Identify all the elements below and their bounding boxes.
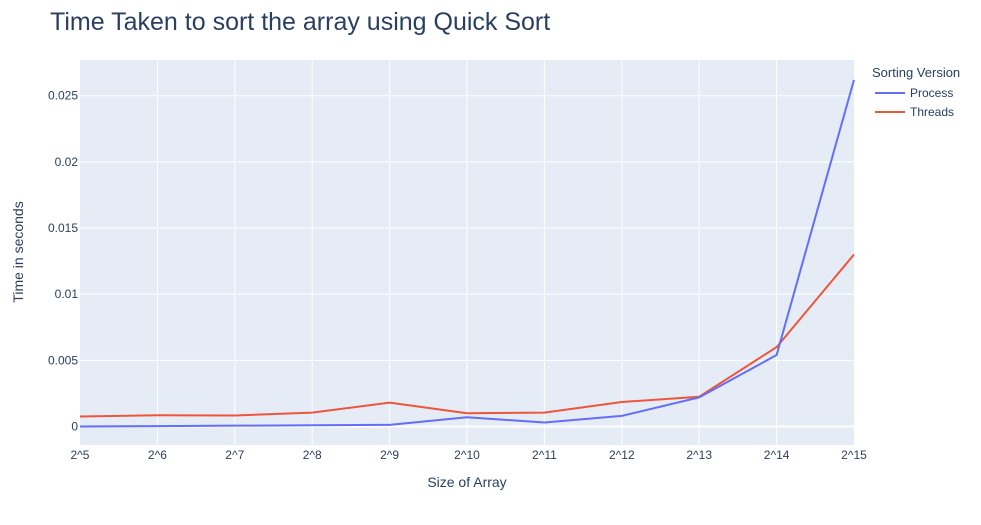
y-tick-label: 0.015 (48, 221, 78, 235)
x-tick-label: 2^15 (841, 448, 867, 462)
y-tick-labels: 0 0.005 0.01 0.015 0.02 0.025 (48, 89, 78, 434)
series-line-process (79, 79, 855, 428)
x-tick-label: 2^14 (764, 448, 790, 462)
legend-label-process: Process (910, 86, 953, 100)
x-tick-label: 2^7 (225, 448, 244, 462)
y-tick-label: 0 (71, 419, 78, 433)
series-line-threads (79, 253, 855, 418)
x-tick-label: 2^8 (303, 448, 322, 462)
x-tick-label: 2^13 (686, 448, 712, 462)
x-tick-label: 2^10 (454, 448, 480, 462)
x-tick-labels: 2^5 2^6 2^7 2^8 2^9 2^10 2^11 2^12 2^13 2^14 2^15 (71, 448, 868, 462)
x-tick-label: 2^11 (532, 448, 557, 462)
chart-title: Time Taken to sort the array using Quick… (50, 8, 550, 36)
x-gridlines (156, 60, 778, 445)
series-lines (79, 79, 855, 428)
x-tick-label: 2^9 (380, 448, 399, 462)
y-tick-label: 0.01 (55, 287, 79, 301)
legend: Sorting Version Process Threads (872, 65, 960, 119)
x-tick-label: 2^12 (609, 448, 635, 462)
y-tick-label: 0.005 (48, 353, 78, 367)
x-axis-title: Size of Array (427, 474, 506, 490)
legend-label-threads: Threads (910, 105, 954, 119)
x-tick-label: 2^6 (148, 448, 167, 462)
x-tick-label: 2^5 (71, 448, 90, 462)
legend-title: Sorting Version (872, 65, 960, 80)
y-axis-title: Time in seconds (10, 201, 26, 302)
y-tick-label: 0.025 (48, 89, 78, 103)
y-tick-label: 0.02 (55, 155, 79, 169)
